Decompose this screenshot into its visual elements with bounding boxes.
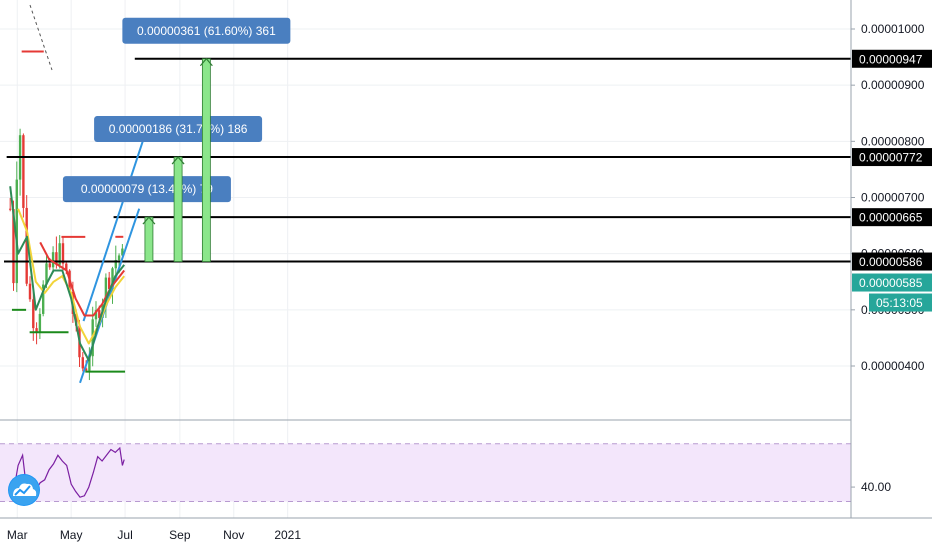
y-tick-label: 0.00000700 bbox=[861, 191, 925, 205]
candle-body bbox=[107, 277, 111, 289]
target-label-box bbox=[122, 17, 291, 44]
level-price-badge bbox=[852, 148, 932, 167]
candle-body bbox=[117, 255, 121, 261]
candle-body bbox=[45, 263, 48, 285]
level-labels: 0.00000947 0.00000772 0.00000665 0.00000586… bbox=[852, 49, 932, 312]
candle-body bbox=[22, 135, 25, 208]
target-label: 0.00000186 (31.75%) 186 bbox=[109, 122, 248, 136]
candle-body bbox=[25, 207, 28, 284]
countdown-text: 05:13:05 bbox=[876, 296, 923, 310]
candle-body bbox=[65, 263, 68, 271]
candle-body bbox=[12, 209, 15, 284]
target-arrow-body bbox=[144, 216, 154, 262]
rsi-band bbox=[0, 443, 851, 502]
candle-body bbox=[104, 277, 108, 305]
tradingview-cloud-icon[interactable] bbox=[8, 474, 40, 506]
current-price-badge bbox=[852, 273, 932, 292]
x-tick-label: May bbox=[60, 528, 83, 542]
candle-body bbox=[41, 284, 45, 314]
rsi-tick-label: 40.00 bbox=[861, 480, 891, 494]
countdown-badge bbox=[869, 293, 932, 312]
level-price-badge bbox=[852, 252, 932, 271]
target-arrow-head bbox=[199, 57, 213, 67]
level-price-badge bbox=[852, 49, 932, 68]
candle-body bbox=[81, 357, 84, 369]
candle-body bbox=[35, 328, 38, 332]
candle-body bbox=[61, 243, 65, 264]
candle-body bbox=[38, 313, 42, 332]
x-tick-label: Nov bbox=[223, 528, 244, 542]
candle-body bbox=[8, 208, 12, 210]
x-tick-label: Mar bbox=[7, 528, 28, 542]
candle-body bbox=[32, 299, 35, 329]
y-tick-label: 0.00000800 bbox=[861, 134, 925, 148]
y-tick-label: 0.00001000 bbox=[861, 22, 925, 36]
y-tick-label: 0.00000400 bbox=[861, 359, 925, 373]
target-label-box bbox=[94, 116, 263, 143]
ma-fast-line bbox=[9, 186, 125, 362]
candle-body bbox=[58, 243, 61, 265]
y-tick-label: 0.00000900 bbox=[861, 78, 925, 92]
target-arrow-head bbox=[142, 216, 156, 225]
channel-upper bbox=[82, 141, 144, 322]
support-resistance-segments bbox=[11, 50, 126, 373]
level-price-text: 0.00000947 bbox=[859, 52, 923, 66]
candle-body bbox=[111, 268, 114, 289]
level-price-text: 0.00000586 bbox=[859, 255, 923, 269]
candle-body bbox=[51, 252, 55, 268]
candle-body bbox=[84, 368, 88, 371]
target-label: 0.00000079 (13.42%) 79 bbox=[81, 182, 213, 196]
candle-body bbox=[15, 179, 18, 284]
target-label-box bbox=[62, 176, 231, 203]
moving-averages bbox=[9, 186, 125, 362]
x-tick-label: Sep bbox=[169, 528, 191, 542]
candle-body bbox=[94, 310, 98, 320]
level-price-text: 0.00000665 bbox=[859, 211, 923, 225]
ma-slow-line bbox=[39, 241, 125, 317]
candle-body bbox=[48, 263, 51, 268]
target-arrow-body bbox=[201, 58, 211, 262]
time-axis[interactable]: Mar May Jul Sep Nov 2021 bbox=[7, 528, 301, 542]
level-price-text: 0.00000772 bbox=[859, 151, 923, 165]
candle-body bbox=[121, 248, 124, 256]
candle-body bbox=[28, 283, 32, 300]
candle-body bbox=[98, 310, 101, 318]
target-arrow-head bbox=[171, 156, 185, 165]
x-tick-label: 2021 bbox=[274, 528, 301, 542]
target-arrow-body bbox=[173, 156, 183, 262]
x-tick-label: Jul bbox=[117, 528, 132, 542]
candle-body bbox=[55, 252, 58, 265]
level-price-badge bbox=[852, 208, 932, 227]
target-label: 0.00000361 (61.60%) 361 bbox=[137, 24, 276, 38]
candle-body bbox=[88, 356, 91, 371]
current-price-text: 0.00000585 bbox=[859, 276, 923, 290]
ma-mid-line bbox=[17, 208, 125, 345]
candle-body bbox=[114, 260, 117, 269]
target-arrows: 0.00000079 (13.42%) 79 0.00000186 (31.75%… bbox=[62, 17, 291, 262]
